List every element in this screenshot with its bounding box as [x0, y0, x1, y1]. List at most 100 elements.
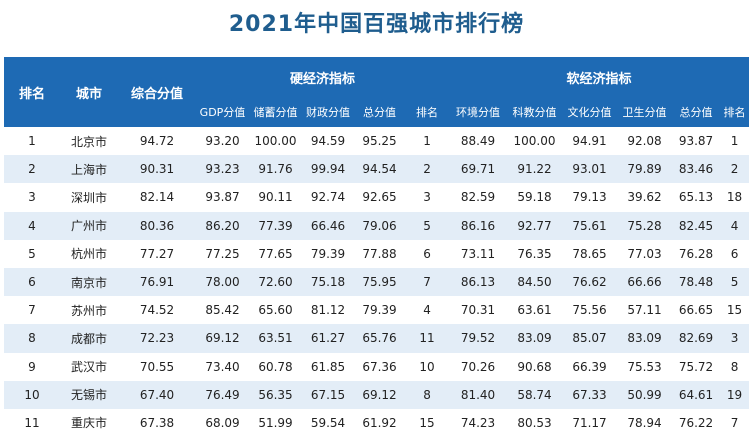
cell-culture: 66.39 [562, 352, 618, 381]
cell-score: 94.72 [118, 127, 196, 156]
cell-environment: 74.23 [449, 408, 508, 437]
header-hard-group: 硬经济指标 [196, 57, 450, 97]
table-row: 10 无锡市 67.40 76.49 56.35 67.15 69.12 8 81.40 58.7… [4, 380, 750, 409]
header-score: 综合分值 [118, 57, 196, 127]
cell-savings: 100.00 [249, 127, 302, 156]
header-hard-fiscal: 财政分值 [302, 97, 354, 127]
cell-culture: 78.65 [562, 239, 618, 268]
cell-hard-rank: 1 [405, 127, 450, 156]
cell-savings: 63.51 [249, 324, 302, 353]
cell-hard-rank: 3 [405, 183, 450, 212]
cell-city: 北京市 [60, 127, 118, 156]
cell-rank: 5 [4, 239, 60, 268]
cell-city: 成都市 [60, 324, 118, 353]
cell-environment: 81.40 [449, 380, 508, 409]
cell-soft-rank: 3 [720, 324, 750, 353]
header-soft-total: 总分值 [672, 97, 721, 127]
cell-fiscal: 67.15 [302, 380, 354, 409]
cell-score: 67.40 [118, 380, 196, 409]
table-row: 9 武汉市 70.55 73.40 60.78 61.85 67.36 10 70.26 90.6… [4, 352, 750, 381]
cell-gdp: 69.12 [196, 324, 249, 353]
cell-environment: 70.26 [449, 352, 508, 381]
cell-rank: 9 [4, 352, 60, 381]
cell-hard-total: 77.88 [354, 239, 405, 268]
cell-soft-total: 82.69 [672, 324, 721, 353]
cell-score: 67.38 [118, 408, 196, 437]
cell-health: 83.09 [617, 324, 673, 353]
cell-gdp: 93.20 [196, 127, 249, 156]
table-row: 11 重庆市 67.38 68.09 51.99 59.54 61.92 15 74.23 80.… [4, 408, 750, 437]
cell-score: 72.23 [118, 324, 196, 353]
cell-fiscal: 75.18 [302, 267, 354, 297]
cell-environment: 88.49 [449, 127, 508, 156]
cell-soft-total: 75.72 [672, 352, 721, 381]
cell-soft-rank: 8 [720, 352, 750, 381]
table-row: 8 成都市 72.23 69.12 63.51 61.27 65.76 11 79.52 83.0… [4, 324, 750, 353]
cell-health: 79.89 [617, 155, 673, 184]
cell-rank: 6 [4, 267, 60, 297]
cell-score: 80.36 [118, 211, 196, 240]
header-soft-environment: 环境分值 [449, 97, 508, 127]
cell-environment: 79.52 [449, 324, 508, 353]
cell-soft-total: 76.28 [672, 239, 721, 268]
table-body: 1 北京市 94.72 93.20 100.00 94.59 95.25 1 88.49 100.… [4, 127, 750, 437]
cell-city: 武汉市 [60, 352, 118, 381]
cell-education: 92.77 [507, 211, 563, 240]
cell-soft-total: 76.22 [672, 408, 721, 437]
cell-culture: 93.01 [562, 155, 618, 184]
cell-gdp: 76.49 [196, 380, 249, 409]
cell-savings: 90.11 [249, 183, 302, 212]
cell-health: 92.08 [617, 127, 673, 156]
cell-education: 80.53 [507, 408, 563, 437]
cell-education: 83.09 [507, 324, 563, 353]
table-row: 1 北京市 94.72 93.20 100.00 94.59 95.25 1 88.49 100.… [4, 127, 750, 156]
cell-soft-rank: 6 [720, 239, 750, 268]
header-hard-total: 总分值 [354, 97, 405, 127]
header-hard-savings: 储蓄分值 [249, 97, 302, 127]
cell-education: 84.50 [507, 267, 563, 297]
cell-culture: 67.33 [562, 380, 618, 409]
cell-savings: 77.39 [249, 211, 302, 240]
cell-savings: 56.35 [249, 380, 302, 409]
cell-score: 74.52 [118, 296, 196, 325]
cell-hard-rank: 8 [405, 380, 450, 409]
cell-score: 76.91 [118, 267, 196, 297]
cell-hard-rank: 15 [405, 408, 450, 437]
cell-score: 70.55 [118, 352, 196, 381]
cell-rank: 2 [4, 155, 60, 184]
cell-culture: 85.07 [562, 324, 618, 353]
cell-health: 57.11 [617, 296, 673, 325]
cell-hard-total: 79.06 [354, 211, 405, 240]
table-row: 5 杭州市 77.27 77.25 77.65 79.39 77.88 6 73.11 76.35… [4, 239, 750, 268]
header-rank: 排名 [4, 57, 60, 127]
cell-health: 66.66 [617, 267, 673, 297]
cell-soft-total: 65.13 [672, 183, 721, 212]
page-title: 2021年中国百强城市排行榜 [228, 12, 525, 37]
cell-soft-total: 64.61 [672, 380, 721, 409]
header-soft-rank: 排名 [720, 97, 750, 127]
cell-environment: 82.59 [449, 183, 508, 212]
cell-hard-rank: 2 [405, 155, 450, 184]
cell-education: 58.74 [507, 380, 563, 409]
cell-gdp: 86.20 [196, 211, 249, 240]
ranking-table: 排名 城市 综合分值 硬经济指标 软经济指标 GDP分值 储蓄分值 财政分值 总… [4, 57, 750, 437]
cell-savings: 65.60 [249, 296, 302, 325]
cell-gdp: 73.40 [196, 352, 249, 381]
cell-savings: 72.60 [249, 267, 302, 297]
cell-city: 无锡市 [60, 380, 118, 409]
cell-hard-rank: 6 [405, 239, 450, 268]
header-soft-culture: 文化分值 [562, 97, 618, 127]
cell-health: 39.62 [617, 183, 673, 212]
cell-hard-total: 61.92 [354, 408, 405, 437]
cell-savings: 91.76 [249, 155, 302, 184]
cell-gdp: 93.87 [196, 183, 249, 212]
cell-rank: 4 [4, 211, 60, 240]
cell-city: 南京市 [60, 267, 118, 297]
cell-health: 75.53 [617, 352, 673, 381]
cell-environment: 69.71 [449, 155, 508, 184]
table-row: 3 深圳市 82.14 93.87 90.11 92.74 92.65 3 82.59 59.18… [4, 183, 750, 212]
header-soft-education: 科教分值 [507, 97, 563, 127]
cell-education: 100.00 [507, 127, 563, 156]
cell-city: 重庆市 [60, 408, 118, 437]
cell-hard-total: 79.39 [354, 296, 405, 325]
